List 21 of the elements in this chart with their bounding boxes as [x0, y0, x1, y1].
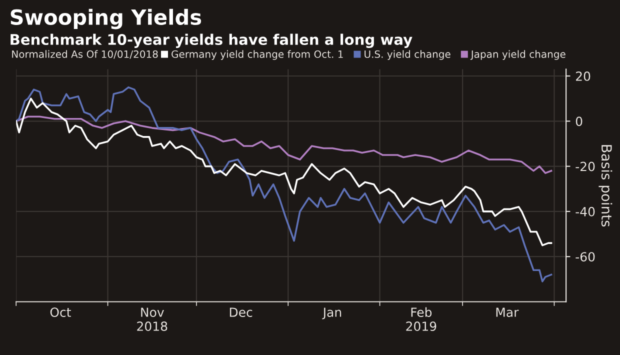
- legend-label: U.S. yield change: [364, 50, 450, 60]
- legend-title: Normalized As Of 10/01/2018: [12, 50, 158, 59]
- y-tick-label: -20: [576, 162, 595, 172]
- legend-label: Germany yield change from Oct. 1: [172, 50, 343, 60]
- y-tick-label: 20: [576, 71, 590, 81]
- x-tick-label: Nov 2018: [137, 308, 168, 331]
- legend-label: Japan yield change: [470, 50, 566, 60]
- y-tick-label: -60: [576, 252, 595, 262]
- chart-subtitle: Benchmark 10-year yields have fallen a long way: [10, 34, 412, 48]
- x-tick-label: Jan: [322, 308, 342, 320]
- y-tick-label: -40: [576, 206, 595, 216]
- y-axis-title: Basis points: [598, 145, 612, 227]
- x-tick-label: Dec: [230, 308, 252, 317]
- x-tick-label: Oct: [50, 308, 71, 317]
- x-tick-label: Feb 2019: [406, 307, 436, 331]
- line-series: [16, 86, 552, 282]
- y-tick-label: 0: [576, 116, 582, 126]
- x-tick-label: Mar: [496, 308, 519, 317]
- line-series: [16, 116, 552, 174]
- chart-title: Swooping Yields: [10, 8, 202, 30]
- line-series: [16, 98, 552, 246]
